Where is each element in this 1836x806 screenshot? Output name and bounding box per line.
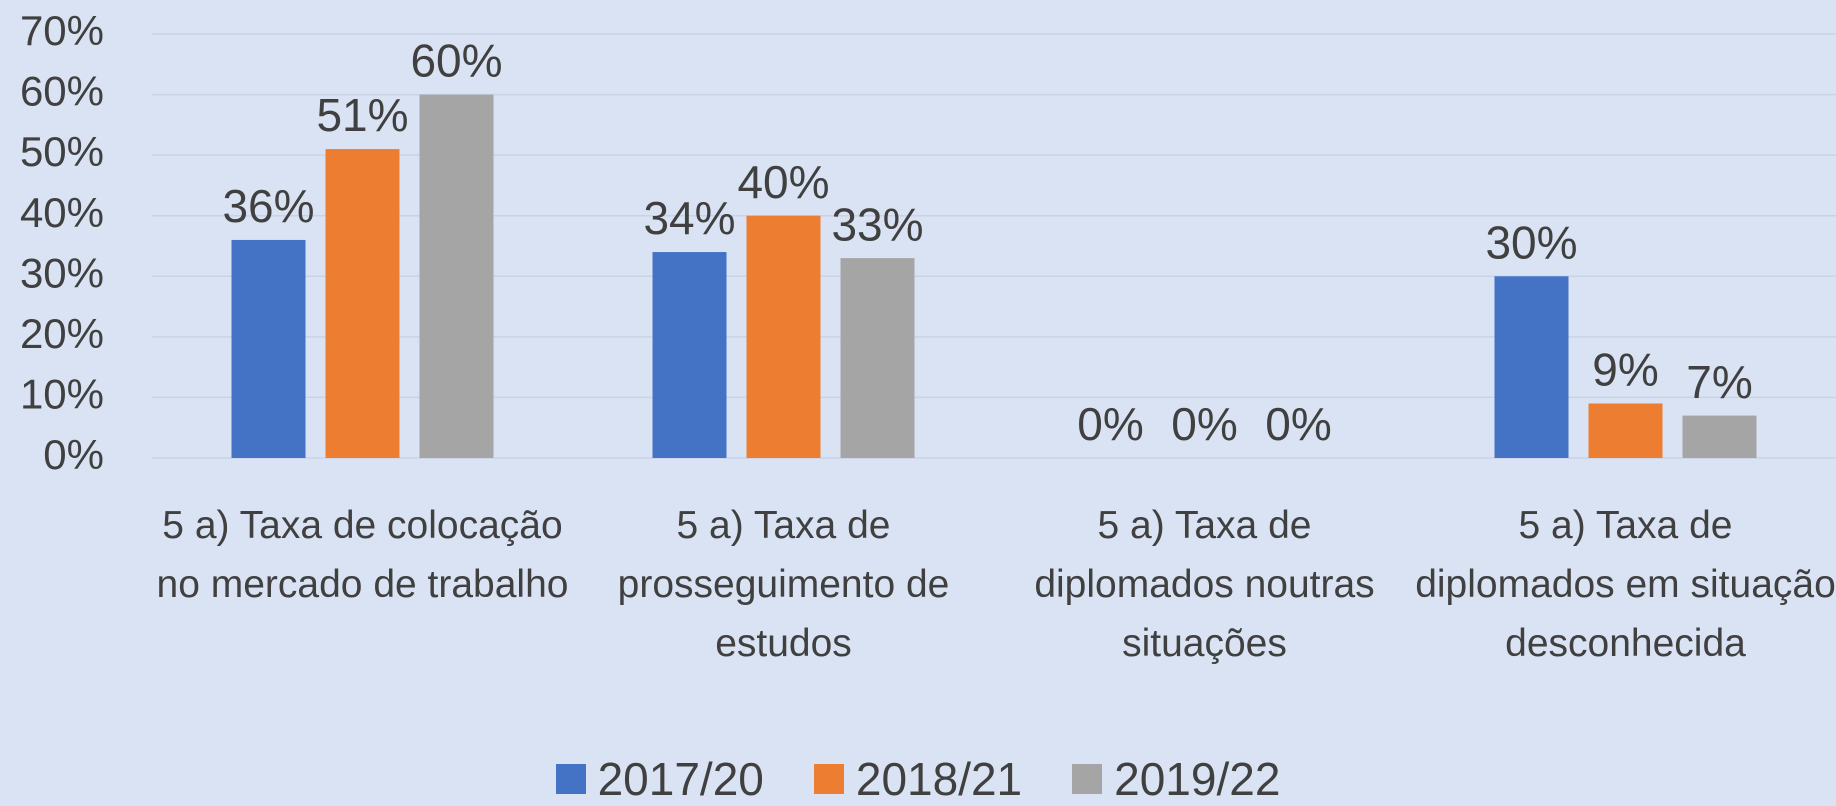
data-label: 40% xyxy=(737,156,829,208)
legend: 2017/20 2018/21 2019/22 xyxy=(0,752,1836,806)
bar xyxy=(419,94,494,459)
bar xyxy=(1494,276,1569,458)
data-label: 33% xyxy=(831,198,923,250)
data-label: 0% xyxy=(1077,398,1143,450)
legend-label: 2019/22 xyxy=(1114,753,1281,805)
x-tick-label: 5 a) Taxa de colocação no mercado de tra… xyxy=(156,504,569,606)
bar xyxy=(325,149,400,459)
x-tick-label: 5 a) Taxa de diplomados noutras situaçõe… xyxy=(1034,504,1375,665)
bar xyxy=(652,252,727,458)
y-tick-label: 60% xyxy=(20,68,104,115)
legend-item: 2017/20 xyxy=(555,752,764,806)
legend-swatch xyxy=(813,764,844,794)
data-label: 34% xyxy=(643,192,735,244)
legend-item: 2019/22 xyxy=(1072,752,1280,806)
data-label: 7% xyxy=(1686,356,1752,408)
data-label: 51% xyxy=(316,89,408,141)
y-tick-label: 20% xyxy=(20,310,104,357)
y-tick-label: 70% xyxy=(20,7,104,54)
legend-swatch xyxy=(1072,764,1103,794)
data-label: 0% xyxy=(1171,398,1237,450)
y-tick-label: 30% xyxy=(20,249,104,296)
bar xyxy=(746,215,821,458)
y-tick-label: 0% xyxy=(43,431,104,478)
bar xyxy=(231,239,306,458)
data-label: 9% xyxy=(1592,344,1658,396)
y-tick-label: 40% xyxy=(20,189,104,236)
legend-label: 2018/21 xyxy=(855,753,1023,805)
legend-swatch xyxy=(555,764,586,794)
bar xyxy=(1588,403,1663,458)
data-label: 36% xyxy=(222,180,314,232)
data-label: 0% xyxy=(1265,398,1331,450)
y-tick-label: 10% xyxy=(20,371,104,418)
y-tick-label: 50% xyxy=(20,128,104,175)
x-tick-label: 5 a) Taxa de prosseguimento de estudos xyxy=(617,504,950,665)
legend-label: 2017/20 xyxy=(597,753,764,805)
legend-item: 2018/21 xyxy=(813,752,1023,806)
data-label: 30% xyxy=(1485,216,1577,268)
bar xyxy=(840,258,915,458)
bar xyxy=(1682,415,1757,458)
data-label: 60% xyxy=(410,35,502,87)
x-tick-label: 5 a) Taxa de diplomados em situação desc… xyxy=(1415,504,1836,665)
